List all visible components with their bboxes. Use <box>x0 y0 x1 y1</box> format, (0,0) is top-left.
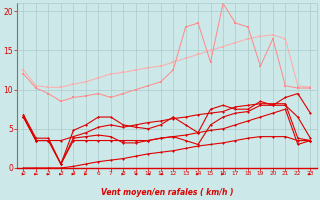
X-axis label: Vent moyen/en rafales ( km/h ): Vent moyen/en rafales ( km/h ) <box>101 188 233 197</box>
